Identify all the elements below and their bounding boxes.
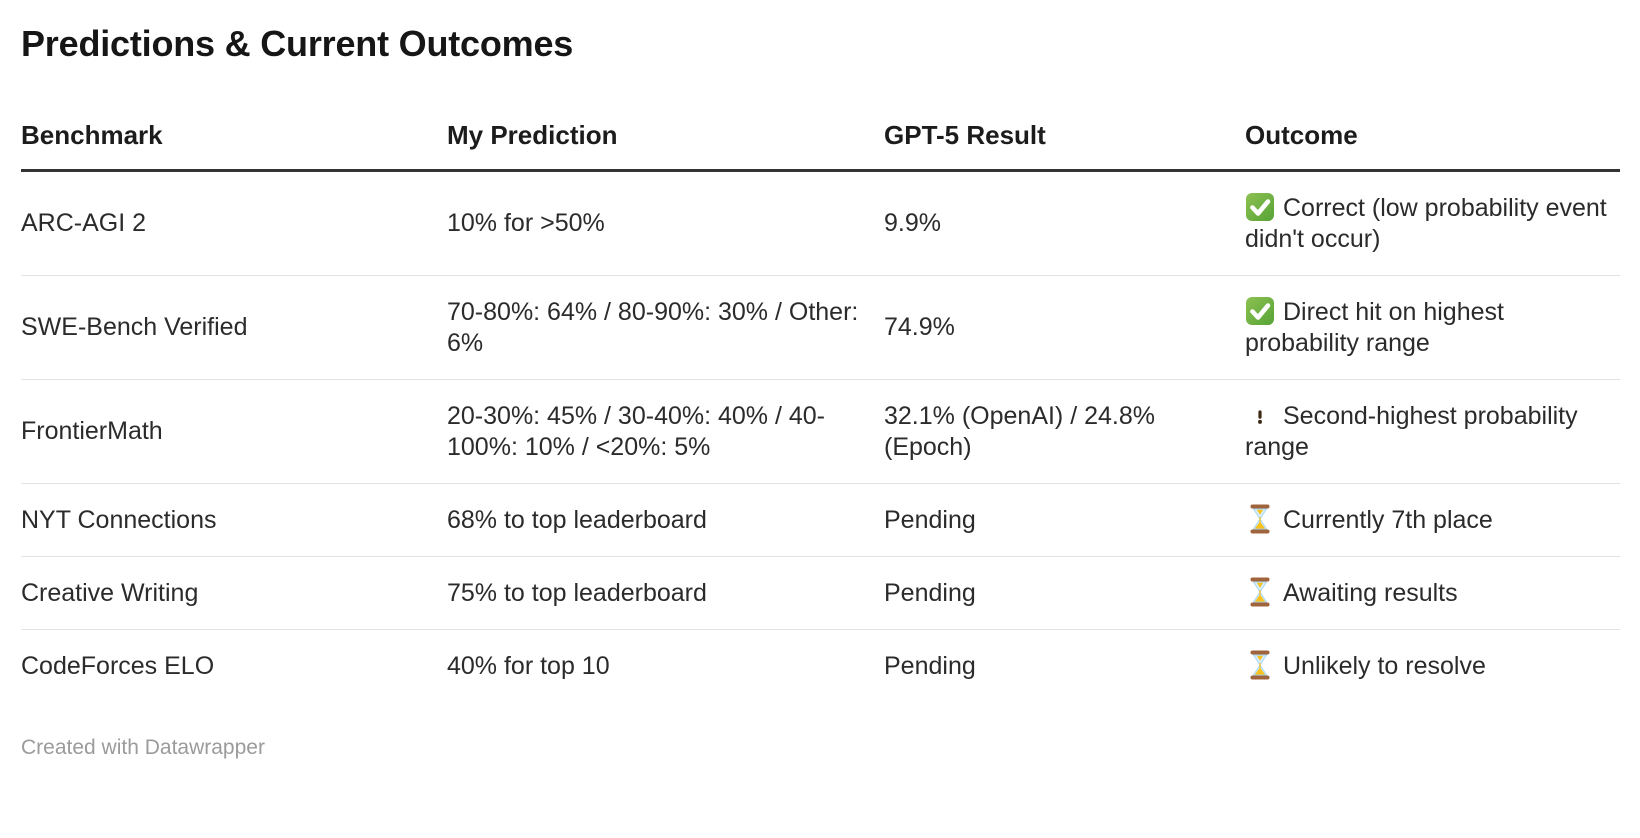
- result-cell: Pending: [884, 483, 1245, 557]
- datawrapper-credit-link[interactable]: Created with Datawrapper: [21, 736, 265, 759]
- column-header-my-prediction: My Prediction: [447, 120, 884, 172]
- hourglass-icon: [1245, 504, 1275, 534]
- result-cell: Pending: [884, 651, 976, 680]
- prediction-cell: 70-80%: 64% / 80-90%: 30% / Other: 6%: [447, 275, 884, 380]
- chart-container: Predictions & Current Outcomes Benchmark…: [21, 23, 1620, 759]
- outcome-cell: Currently 7th place: [1245, 483, 1620, 557]
- hourglass-icon: [1245, 650, 1275, 680]
- benchmark-cell: Creative Writing: [21, 556, 447, 630]
- prediction-cell: 40% for top 10: [447, 651, 610, 680]
- outcome-text: Correct (low probability event didn't oc…: [1245, 194, 1607, 253]
- prediction-cell: 20-30%: 45% / 30-40%: 40% / 40-100%: 10%…: [447, 379, 884, 484]
- prediction-cell: 68% to top leaderboard: [447, 483, 884, 557]
- result-cell: 32.1% (OpenAI) / 24.8% (Epoch): [884, 379, 1245, 484]
- outcome-text: Awaiting results: [1283, 579, 1458, 607]
- hourglass-icon: [1245, 577, 1275, 607]
- benchmark-cell: ARC-AGI 2: [21, 170, 447, 276]
- predictions-table: Benchmark My Prediction GPT-5 Result Out…: [21, 120, 1620, 702]
- benchmark-cell: NYT Connections: [21, 483, 447, 557]
- table-row: NYT Connections 68% to top leaderboard P…: [21, 483, 1620, 557]
- prediction-cell: 10% for >50%: [447, 170, 884, 276]
- outcome-cell: Direct hit on highest probability range: [1245, 275, 1620, 380]
- outcome-text: Currently 7th place: [1283, 506, 1493, 534]
- column-header-outcome: Outcome: [1245, 120, 1620, 172]
- table-row: CodeForces ELO 40% for top 10 Pending: [21, 630, 1620, 703]
- table-row: FrontierMath 20-30%: 45% / 30-40%: 40% /…: [21, 379, 1620, 484]
- benchmark-cell: SWE-Bench Verified: [21, 275, 447, 380]
- outcome-cell: Unlikely to resolve: [1245, 630, 1620, 703]
- table-row: ARC-AGI 2 10% for >50% 9.9%: [21, 170, 1620, 276]
- outcome-cell: Awaiting results: [1245, 556, 1620, 630]
- result-cell: Pending: [884, 556, 1245, 630]
- benchmark-cell: CodeForces ELO: [21, 651, 215, 680]
- result-cell: 74.9%: [884, 275, 1245, 380]
- check-icon: [1245, 296, 1275, 326]
- page-title: Predictions & Current Outcomes: [21, 23, 574, 64]
- outcome-text: Second-highest probability range: [1245, 402, 1578, 461]
- outcome-cell: Correct (low probability event didn't oc…: [1245, 170, 1620, 276]
- outcome-cell: Second-highest probability range: [1245, 379, 1620, 484]
- benchmark-cell: FrontierMath: [21, 379, 447, 484]
- column-header-benchmark: Benchmark: [21, 120, 447, 172]
- outcome-text: Direct hit on highest probability range: [1245, 298, 1504, 357]
- table-row: Creative Writing 75% to top leaderboard …: [21, 556, 1620, 630]
- warning-icon: [1245, 400, 1275, 430]
- table-header-row: Benchmark My Prediction GPT-5 Result Out…: [21, 120, 1620, 172]
- result-cell: 9.9%: [884, 170, 1245, 276]
- table-row: SWE-Bench Verified 70-80%: 64% / 80-90%:…: [21, 275, 1620, 380]
- column-header-gpt5-result: GPT-5 Result: [884, 120, 1245, 172]
- outcome-text: Unlikely to resolve: [1283, 652, 1486, 680]
- prediction-cell: 75% to top leaderboard: [447, 556, 884, 630]
- check-icon: [1245, 192, 1275, 222]
